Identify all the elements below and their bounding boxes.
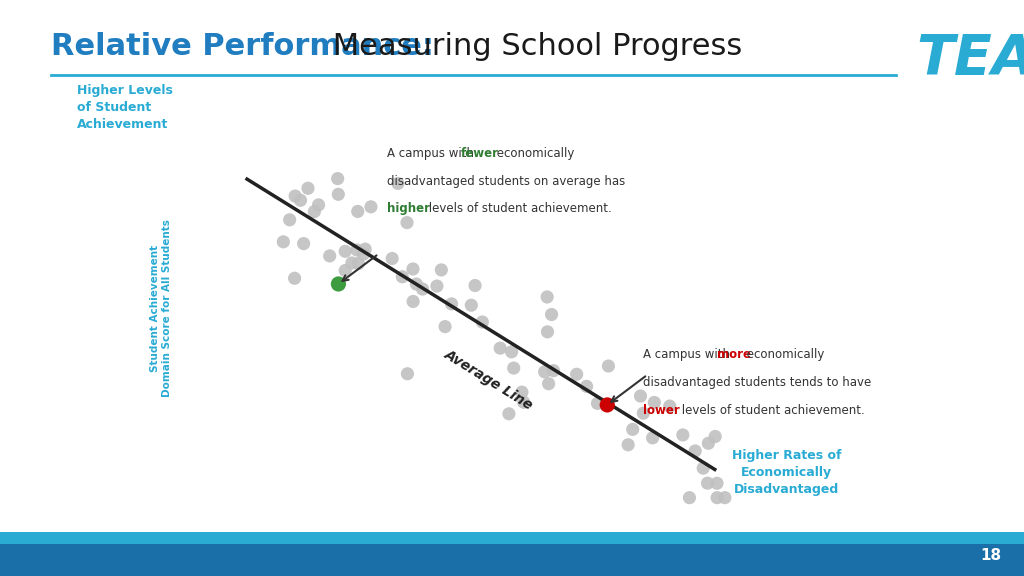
Text: disadvantaged students on average has: disadvantaged students on average has: [387, 175, 626, 188]
Point: [662, 401, 678, 411]
Point: [296, 239, 312, 248]
Point: [467, 281, 483, 290]
Point: [399, 369, 416, 378]
Point: [700, 439, 717, 448]
Text: Higher Rates of
Economically
Disadvantaged: Higher Rates of Economically Disadvantag…: [732, 449, 841, 497]
Point: [344, 259, 360, 268]
Point: [620, 440, 636, 449]
Point: [357, 245, 374, 254]
Point: [492, 343, 508, 353]
Text: Student Achievement
Domain Score for All Students: Student Achievement Domain Score for All…: [151, 219, 172, 397]
Point: [292, 196, 308, 205]
Point: [362, 202, 379, 211]
Point: [675, 430, 691, 439]
Point: [287, 274, 303, 283]
Point: [501, 409, 517, 418]
Point: [433, 266, 450, 275]
Point: [579, 382, 595, 391]
Point: [330, 279, 346, 289]
Point: [349, 245, 366, 255]
Text: Relative Performance:: Relative Performance:: [51, 32, 434, 60]
Text: disadvantaged students tends to have: disadvantaged students tends to have: [643, 376, 871, 389]
Point: [709, 479, 725, 488]
Text: economically: economically: [743, 348, 824, 362]
Point: [384, 254, 400, 263]
Point: [404, 297, 421, 306]
Text: levels of student achievement.: levels of student achievement.: [425, 202, 611, 215]
Point: [504, 347, 520, 357]
Point: [415, 285, 431, 294]
Point: [474, 317, 490, 327]
Point: [568, 370, 585, 379]
Point: [506, 363, 522, 373]
Point: [337, 247, 353, 256]
Text: Higher Levels
of Student
Achievement: Higher Levels of Student Achievement: [77, 84, 173, 131]
Point: [632, 392, 648, 401]
Text: Average Line: Average Line: [442, 347, 536, 413]
Point: [275, 237, 292, 247]
Point: [300, 184, 316, 193]
Point: [644, 433, 660, 442]
Text: A campus with: A campus with: [643, 348, 734, 362]
Point: [546, 366, 562, 376]
Point: [330, 190, 346, 199]
Point: [394, 272, 411, 281]
Text: higher: higher: [387, 202, 430, 215]
Point: [625, 425, 641, 434]
Point: [437, 322, 454, 331]
Point: [717, 493, 733, 502]
Point: [337, 266, 353, 275]
Point: [306, 207, 323, 216]
Point: [514, 388, 530, 397]
Text: economically: economically: [493, 147, 573, 160]
Point: [443, 300, 460, 309]
Text: lower: lower: [643, 404, 680, 417]
Point: [699, 479, 716, 488]
Point: [404, 264, 421, 274]
Point: [539, 293, 555, 302]
Text: more: more: [717, 348, 751, 362]
Point: [540, 327, 556, 336]
Point: [463, 301, 479, 310]
Point: [695, 464, 712, 473]
Point: [330, 174, 346, 183]
Text: fewer: fewer: [461, 147, 499, 160]
Point: [681, 493, 697, 502]
Point: [390, 179, 407, 188]
Point: [398, 218, 415, 227]
Point: [709, 493, 725, 502]
Point: [310, 200, 327, 210]
Point: [322, 251, 338, 260]
Point: [541, 379, 557, 388]
Point: [350, 259, 367, 268]
Point: [282, 215, 298, 225]
Text: Measuring School Progress: Measuring School Progress: [323, 32, 741, 60]
Text: TEA: TEA: [916, 32, 1024, 86]
Point: [646, 398, 663, 407]
Point: [355, 249, 372, 259]
Point: [544, 310, 560, 319]
Text: levels of student achievement.: levels of student achievement.: [678, 404, 864, 417]
Point: [687, 446, 703, 456]
Point: [515, 397, 531, 407]
Text: % Economically Disadvantaged Students: % Economically Disadvantaged Students: [290, 544, 559, 557]
Point: [589, 399, 605, 408]
Point: [287, 191, 303, 200]
Point: [537, 367, 553, 377]
Point: [600, 361, 616, 370]
Point: [429, 282, 445, 291]
Text: 18: 18: [980, 548, 1001, 563]
Point: [349, 207, 366, 216]
Point: [409, 279, 425, 289]
Text: A campus with: A campus with: [387, 147, 478, 160]
Point: [707, 432, 723, 441]
Point: [635, 408, 651, 418]
Point: [599, 400, 615, 410]
